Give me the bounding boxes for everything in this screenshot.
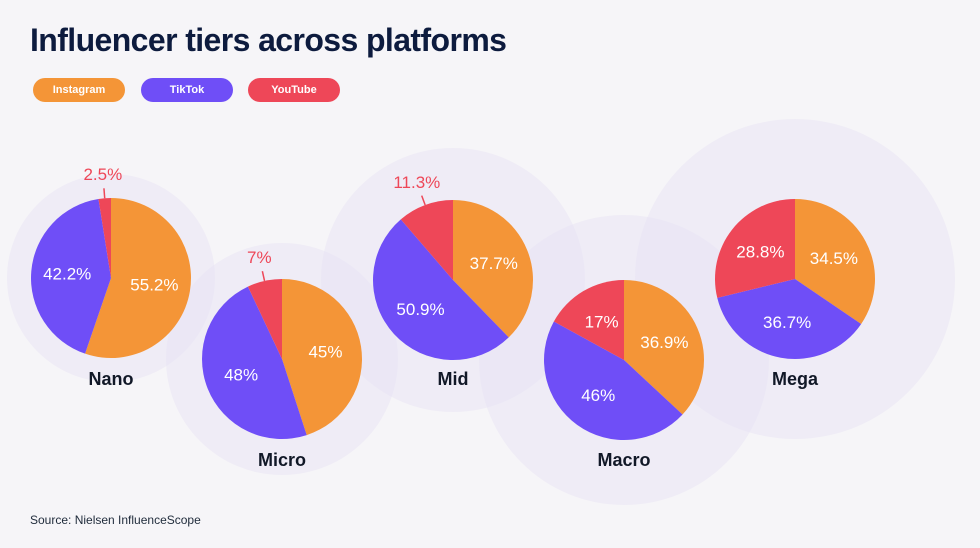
slice-mid-tiktok xyxy=(373,219,509,360)
pie-mega: 34.5% 36.7% 28.8% Mega xyxy=(715,199,875,389)
leader-line-micro xyxy=(261,271,266,282)
data-label-mid-instagram: 37.7% xyxy=(470,254,518,273)
tier-label-nano: Nano xyxy=(89,369,134,389)
slice-micro-instagram xyxy=(282,279,363,436)
slice-nano-youtube xyxy=(98,198,111,278)
leader-line-mid xyxy=(420,195,426,206)
leader-line-nano xyxy=(103,188,106,199)
pie-mid: 37.7% 50.9% 11.3% Mid xyxy=(373,173,533,389)
data-label-micro-youtube: 7% xyxy=(247,248,272,267)
source-note: Source: Nielsen InfluenceScope xyxy=(30,513,201,527)
data-label-micro-instagram: 45% xyxy=(308,343,342,362)
slice-mega-tiktok xyxy=(717,279,862,359)
slice-nano-instagram xyxy=(85,198,192,358)
slice-micro-youtube xyxy=(247,279,282,359)
data-label-micro-tiktok: 48% xyxy=(224,366,258,385)
slice-macro-tiktok xyxy=(544,321,683,440)
tier-label-micro: Micro xyxy=(258,450,306,470)
legend-item-youtube: YouTube xyxy=(248,78,340,102)
data-label-mega-instagram: 34.5% xyxy=(810,249,858,268)
data-label-mid-tiktok: 50.9% xyxy=(396,300,444,319)
pie-nano: 55.2% 42.2% 2.5% Nano xyxy=(31,165,192,389)
slice-mega-instagram xyxy=(795,199,875,324)
tier-label-macro: Macro xyxy=(597,450,650,470)
data-label-nano-youtube: 2.5% xyxy=(83,165,122,184)
data-label-nano-tiktok: 42.2% xyxy=(43,265,91,284)
slice-nano-tiktok xyxy=(31,198,112,354)
data-label-mega-tiktok: 36.7% xyxy=(763,313,811,332)
slice-mid-instagram xyxy=(453,200,533,338)
slice-mega-youtube xyxy=(715,199,795,298)
data-label-mid-youtube: 11.3% xyxy=(393,173,440,192)
data-label-macro-tiktok: 46% xyxy=(581,386,615,405)
slice-mid-youtube xyxy=(400,200,453,280)
tier-label-mega: Mega xyxy=(772,369,819,389)
slice-macro-youtube xyxy=(553,280,624,360)
legend-item-tiktok: TikTok xyxy=(141,78,233,102)
data-label-nano-instagram: 55.2% xyxy=(130,276,178,295)
data-label-mega-youtube: 28.8% xyxy=(736,242,784,261)
chart-title: Influencer tiers across platforms xyxy=(30,22,507,58)
data-label-macro-youtube: 17% xyxy=(585,313,619,332)
tier-label-mid: Mid xyxy=(438,369,469,389)
data-label-macro-instagram: 36.9% xyxy=(640,333,688,352)
slice-macro-instagram xyxy=(624,280,705,415)
pie-macro: 36.9% 46% 17% Macro xyxy=(544,280,705,470)
pie-micro: 45% 48% 7% Micro xyxy=(201,248,363,470)
slice-micro-tiktok xyxy=(201,286,307,440)
legend-item-instagram: Instagram xyxy=(33,78,125,102)
